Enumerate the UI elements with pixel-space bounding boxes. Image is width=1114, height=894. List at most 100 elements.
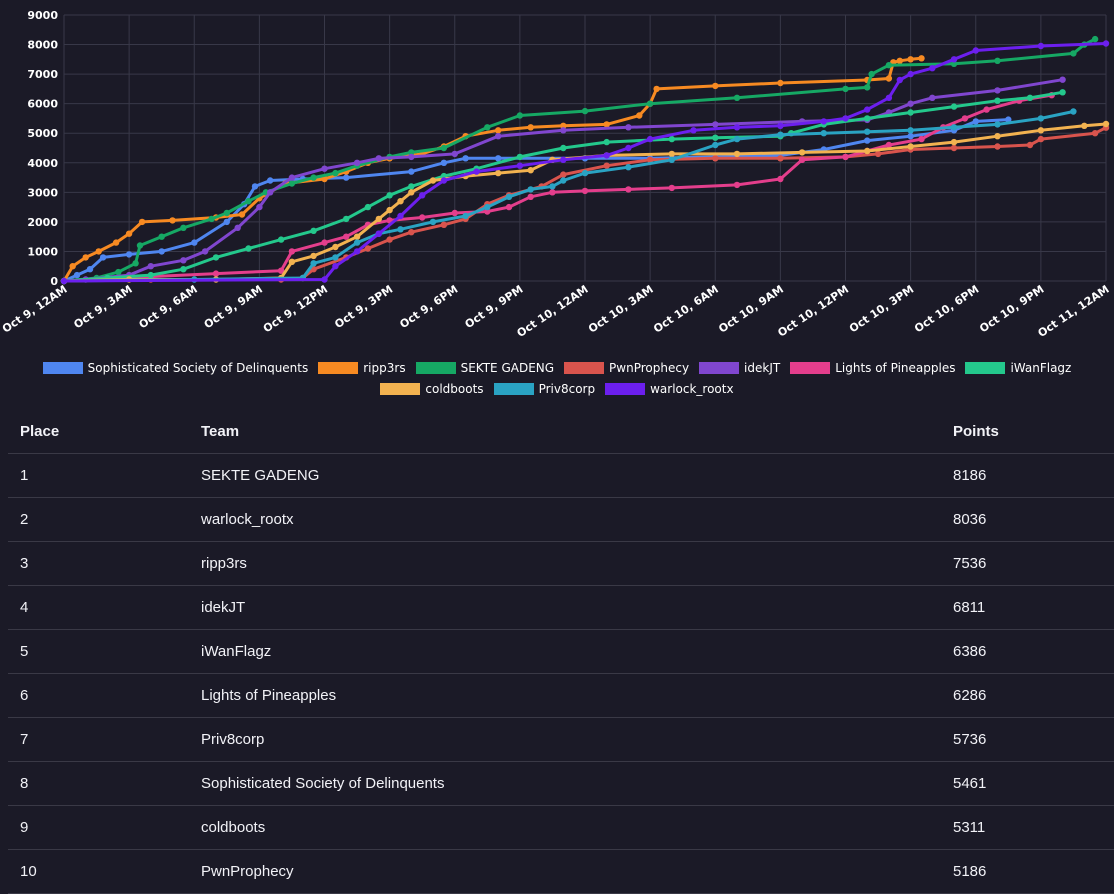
table-row: 4 idekJT 6811 (8, 585, 1114, 630)
chart-series (60, 35, 1110, 285)
legend-item[interactable]: PwnProphecy (564, 361, 689, 375)
data-point (310, 174, 317, 181)
data-point (549, 183, 556, 190)
data-point (375, 155, 382, 162)
y-tick-label: 7000 (27, 68, 58, 81)
x-tick-label: Oct 9, 6AM (136, 283, 199, 332)
points-cell: 8186 (941, 453, 1114, 498)
legend-swatch (965, 362, 1006, 374)
data-point (364, 203, 372, 211)
legend-item[interactable]: SEKTE GADENG (415, 361, 554, 375)
legend-item[interactable]: iWanFlagz (965, 361, 1071, 375)
data-point (646, 100, 654, 107)
series-line (60, 76, 1066, 285)
data-point (505, 193, 513, 200)
data-point (625, 164, 632, 171)
x-tick-label: Oct 10, 3AM (586, 283, 656, 336)
data-point (516, 153, 524, 161)
data-point (885, 141, 893, 149)
data-point (994, 143, 1001, 150)
data-point (386, 206, 393, 214)
data-point (603, 162, 610, 169)
data-point (505, 203, 513, 211)
team-name-cell: Sophisticated Society of Delinquents (189, 761, 941, 806)
data-point (353, 248, 361, 255)
data-point (527, 186, 534, 193)
team-name-cell: PwnProphecy (189, 849, 941, 894)
data-point (208, 215, 215, 223)
table-row: 6 Lights of Pineapples 6286 (8, 673, 1114, 718)
data-point (1070, 50, 1077, 57)
data-point (668, 150, 675, 158)
data-point (169, 217, 176, 224)
data-point (332, 263, 339, 270)
data-point (994, 133, 1001, 140)
data-point (288, 174, 296, 181)
data-point (267, 177, 274, 184)
legend-swatch (790, 362, 831, 374)
data-point (238, 211, 246, 218)
data-point (429, 218, 437, 226)
x-tick-label: Oct 9, 12AM (0, 283, 70, 336)
data-point (1037, 135, 1045, 143)
data-point (267, 189, 274, 196)
data-point (549, 189, 556, 196)
data-point (99, 254, 107, 261)
data-point (332, 169, 339, 177)
data-point (115, 268, 122, 276)
data-point (212, 270, 220, 277)
x-tick-label: Oct 11, 12AM (1036, 283, 1112, 340)
table-row: 3 ripp3rs 7536 (8, 541, 1114, 586)
data-point (419, 214, 426, 221)
data-point (408, 168, 415, 175)
data-point (733, 124, 741, 131)
data-point (690, 127, 697, 134)
data-point (907, 100, 914, 107)
x-tick-label: Oct 9, 3PM (332, 283, 395, 331)
place-cell: 6 (8, 673, 189, 718)
legend-item[interactable]: Lights of Pineapples (790, 361, 955, 375)
team-name-cell: Priv8corp (189, 717, 941, 762)
data-point (321, 239, 328, 246)
leaderboard-header-row: Place Team Points (8, 410, 1114, 454)
legend-item[interactable]: Priv8corp (493, 382, 595, 396)
y-axis-ticks: 0 1000 2000 3000 4000 5000 6000 7000 8000 9000 (27, 9, 58, 288)
x-tick-label: Oct 10, 12PM (775, 283, 851, 340)
data-point (842, 115, 849, 122)
data-point (408, 229, 415, 236)
data-point (625, 186, 632, 193)
data-point (440, 159, 448, 166)
place-cell: 7 (8, 717, 189, 762)
data-point (1059, 76, 1066, 83)
data-point (343, 233, 350, 240)
data-point (288, 248, 296, 255)
data-point (820, 118, 827, 125)
data-point (147, 263, 154, 270)
place-cell: 10 (8, 849, 189, 894)
legend-item[interactable]: coldboots (380, 382, 484, 396)
data-point (125, 230, 133, 237)
series-path (63, 42, 1107, 283)
table-row: 2 warlock_rootx 8036 (8, 497, 1114, 542)
data-point (462, 155, 469, 162)
data-point (994, 121, 1001, 128)
legend-swatch (318, 362, 359, 374)
x-tick-label: Oct 9, 9PM (462, 283, 525, 331)
data-point (397, 226, 404, 233)
x-tick-label: Oct 9, 9AM (202, 283, 265, 332)
data-point (288, 180, 296, 187)
legend-item[interactable]: idekJT (699, 361, 780, 375)
data-point (560, 156, 567, 163)
data-point (820, 130, 827, 137)
data-point (1091, 35, 1099, 43)
data-point (245, 245, 252, 252)
legend-item[interactable]: warlock_rootx (605, 382, 734, 396)
y-tick-label: 9000 (27, 9, 58, 22)
legend-item[interactable]: ripp3rs (318, 361, 406, 375)
place-cell: 5 (8, 629, 189, 674)
data-point (95, 248, 102, 255)
data-point (950, 144, 958, 152)
y-tick-label: 5000 (27, 127, 58, 140)
legend-item[interactable]: Sophisticated Society of Delinquents (42, 361, 308, 375)
data-point (245, 198, 252, 205)
